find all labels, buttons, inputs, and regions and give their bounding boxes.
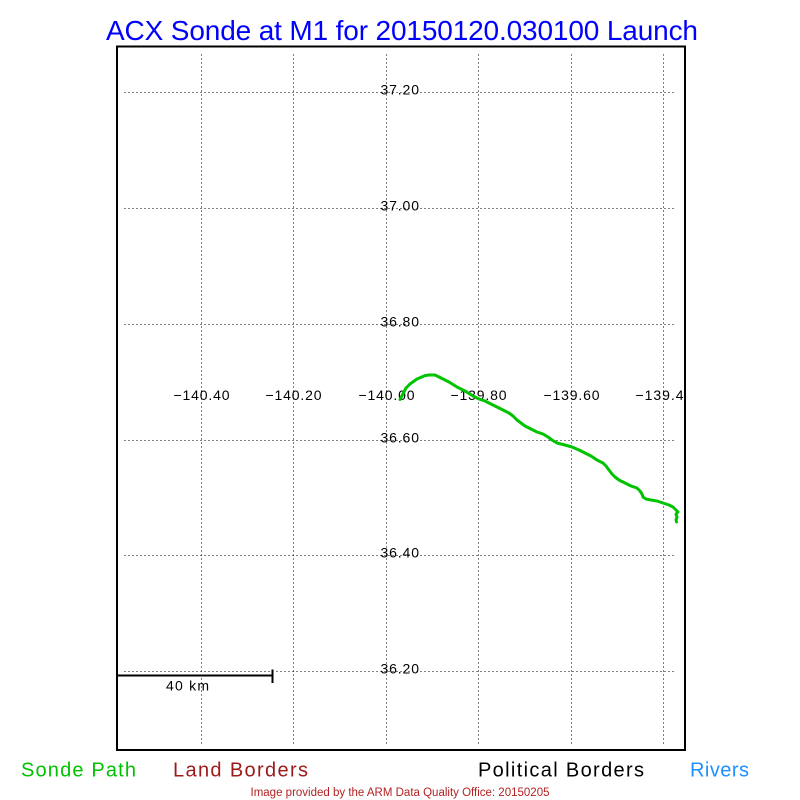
svg-text:−140.40: −140.40 <box>174 387 230 403</box>
svg-text:−139.60: −139.60 <box>544 387 600 403</box>
svg-text:ACX Sonde at M1 for 20150120.0: ACX Sonde at M1 for 20150120.030100 Laun… <box>106 15 698 46</box>
svg-text:36.80: 36.80 <box>381 314 420 330</box>
svg-text:−139.4: −139.4 <box>636 387 684 403</box>
svg-text:Rivers: Rivers <box>690 760 749 782</box>
svg-text:36.20: 36.20 <box>381 661 420 677</box>
svg-text:36.40: 36.40 <box>381 545 420 561</box>
svg-text:36.60: 36.60 <box>381 430 420 446</box>
svg-text:Land Borders: Land Borders <box>173 760 308 782</box>
svg-text:Sonde Path: Sonde Path <box>21 760 136 782</box>
svg-text:Image provided by the ARM Data: Image provided by the ARM Data Quality O… <box>251 787 550 799</box>
svg-text:−140.20: −140.20 <box>266 387 322 403</box>
svg-text:37.20: 37.20 <box>381 82 420 98</box>
svg-text:37.00: 37.00 <box>381 198 420 214</box>
svg-text:40 km: 40 km <box>166 678 209 694</box>
svg-text:Political Borders: Political Borders <box>478 760 644 782</box>
